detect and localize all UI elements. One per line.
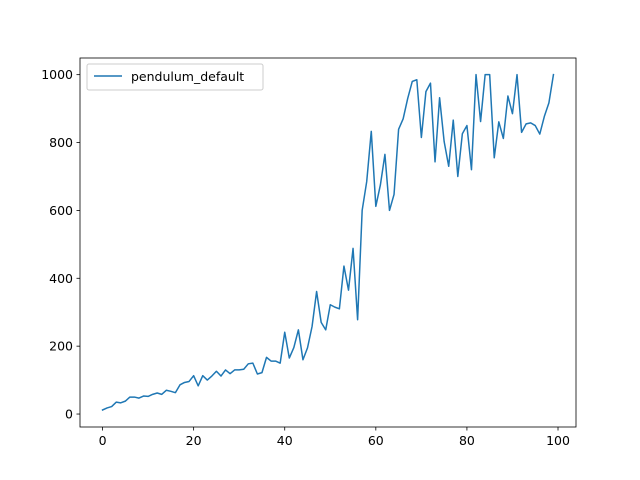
y-tick-label: 400	[49, 271, 73, 286]
y-tick-label: 800	[49, 135, 73, 150]
legend-label: pendulum_default	[131, 69, 244, 84]
y-axis: 0 200 400 600 800 1000	[41, 67, 80, 422]
legend: pendulum_default	[86, 63, 264, 91]
series-layer	[101, 73, 555, 411]
y-tick-label: 0	[65, 407, 73, 422]
axes-frame	[79, 57, 577, 428]
series-line	[101, 73, 555, 411]
x-axis: 0 20 40 60 80 100	[99, 427, 570, 448]
x-tick-label: 0	[99, 433, 107, 448]
y-tick-label: 600	[49, 203, 73, 218]
x-tick-label: 100	[546, 433, 570, 448]
x-tick-label: 80	[459, 433, 475, 448]
x-tick-label: 40	[277, 433, 293, 448]
x-tick-label: 60	[368, 433, 384, 448]
y-tick-label: 1000	[41, 67, 73, 82]
y-tick-label: 200	[49, 339, 73, 354]
legend-box	[86, 63, 264, 91]
x-tick-label: 20	[186, 433, 202, 448]
